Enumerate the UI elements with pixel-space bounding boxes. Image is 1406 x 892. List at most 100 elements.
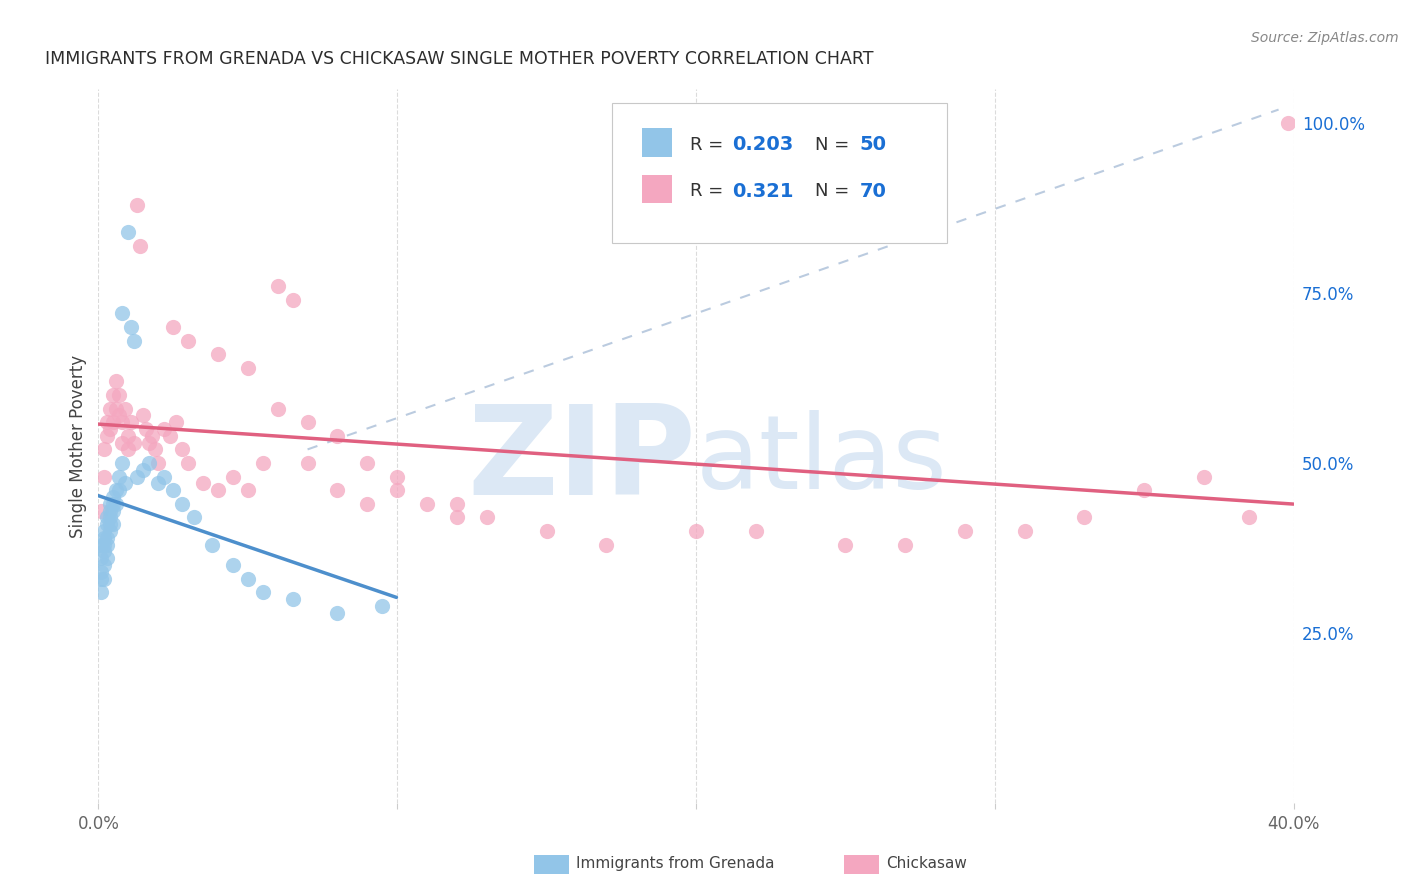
Point (326, 606, 349, 620)
Point (93, 572, 115, 586)
Point (953, 524, 976, 538)
Point (132, 409, 155, 423)
Point (177, 456, 200, 470)
Point (252, 585, 274, 599)
Text: 0.203: 0.203 (733, 136, 793, 154)
Point (281, 591, 304, 606)
Point (127, 469, 149, 483)
Point (385, 469, 409, 483)
Point (162, 483, 184, 498)
Point (297, 415, 319, 429)
Point (127, 198, 149, 212)
Point (108, 409, 131, 423)
Point (1192, 469, 1215, 483)
Point (98, 517, 122, 532)
Point (148, 456, 170, 470)
Point (159, 429, 181, 443)
Point (371, 599, 394, 613)
Point (281, 293, 304, 307)
Point (252, 456, 274, 470)
Point (103, 415, 125, 429)
Point (236, 572, 259, 586)
Point (207, 347, 229, 361)
Point (236, 360, 259, 375)
Point (98, 503, 122, 517)
Text: R =: R = (690, 182, 728, 200)
Point (536, 524, 558, 538)
Point (894, 537, 917, 551)
Point (385, 483, 409, 498)
Point (124, 334, 146, 348)
Point (103, 497, 125, 511)
Point (222, 558, 245, 572)
Point (96, 551, 118, 566)
Point (162, 320, 184, 334)
Point (124, 435, 146, 450)
Point (135, 422, 157, 436)
Text: Chickasaw: Chickasaw (886, 856, 967, 871)
Point (93, 469, 115, 483)
Point (177, 334, 200, 348)
Point (326, 429, 349, 443)
Point (685, 524, 707, 538)
Text: 0.321: 0.321 (733, 182, 793, 201)
Point (1277, 116, 1299, 130)
Point (111, 456, 134, 470)
Point (96, 531, 118, 545)
Point (326, 483, 349, 498)
Point (1073, 510, 1095, 524)
Point (96, 510, 118, 524)
Point (236, 483, 259, 498)
Point (165, 415, 187, 429)
Point (105, 375, 128, 389)
Point (138, 435, 160, 450)
Point (111, 435, 134, 450)
Point (105, 497, 128, 511)
Point (745, 524, 768, 538)
Point (114, 476, 136, 491)
Point (108, 483, 131, 498)
Text: ZIP: ZIP (467, 400, 696, 521)
Point (93, 544, 115, 558)
Point (103, 490, 125, 504)
Point (201, 537, 224, 551)
Point (595, 537, 617, 551)
Point (98, 524, 122, 538)
Point (105, 401, 128, 416)
Point (93, 558, 115, 572)
Point (98, 510, 122, 524)
Point (108, 388, 131, 402)
Point (96, 429, 118, 443)
Point (96, 517, 118, 532)
Point (117, 225, 139, 239)
Point (93, 524, 115, 538)
Point (172, 497, 194, 511)
Point (90, 537, 112, 551)
Point (153, 469, 176, 483)
Point (297, 456, 319, 470)
Point (96, 537, 118, 551)
Point (1237, 510, 1260, 524)
Text: IMMIGRANTS FROM GRENADA VS CHICKASAW SINGLE MOTHER POVERTY CORRELATION CHART: IMMIGRANTS FROM GRENADA VS CHICKASAW SIN… (45, 50, 873, 68)
Point (191, 476, 214, 491)
Point (1014, 524, 1036, 538)
Point (117, 442, 139, 457)
Point (114, 401, 136, 416)
Point (96, 415, 118, 429)
Point (132, 463, 155, 477)
Point (222, 469, 245, 483)
Point (111, 306, 134, 320)
Point (120, 320, 142, 334)
Y-axis label: Single Mother Poverty: Single Mother Poverty (69, 354, 87, 538)
Text: 70: 70 (859, 182, 887, 201)
Text: atlas: atlas (696, 409, 948, 511)
Point (834, 537, 856, 551)
Point (446, 497, 468, 511)
Point (98, 422, 122, 436)
Point (153, 422, 176, 436)
Point (183, 510, 205, 524)
Point (120, 415, 142, 429)
Point (117, 429, 139, 443)
Text: 50: 50 (859, 136, 887, 154)
Point (446, 510, 468, 524)
